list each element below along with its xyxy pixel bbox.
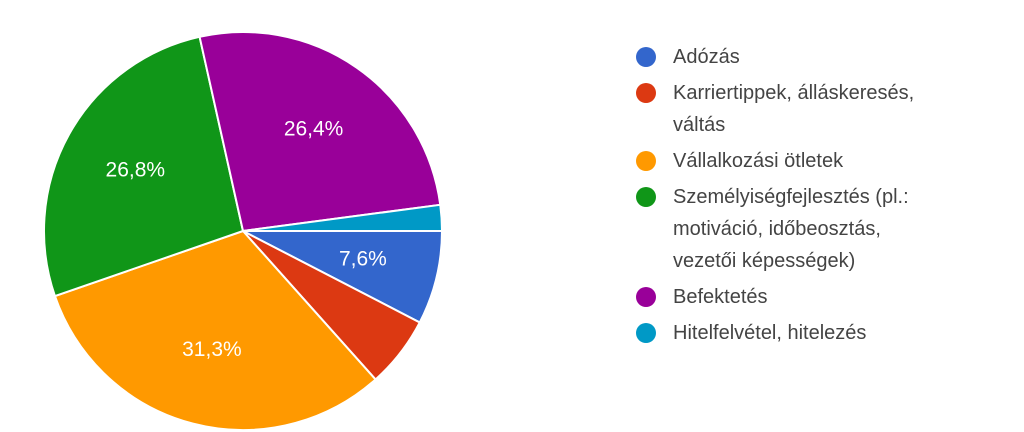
legend-label-line: váltás xyxy=(673,114,726,136)
legend-label-line: Vállalkozási ötletek xyxy=(673,150,844,172)
legend-color-dot xyxy=(636,323,656,343)
legend-label-line: Hitelfelvétel, hitelezés xyxy=(673,322,867,344)
legend-color-dot xyxy=(636,47,656,67)
legend-label-line: Adózás xyxy=(673,46,740,68)
pie-chart: 7,6% 31,3% 26,8% 26,4% xyxy=(43,31,444,431)
legend-item: Személyiségfejlesztés (pl.: motiváció, id… xyxy=(636,181,1016,277)
pie-slice-label-0: 7,6% xyxy=(339,248,387,271)
pie-slice-label-4: 26,4% xyxy=(284,117,344,140)
pie-slice-2 xyxy=(53,229,377,431)
pie-slice-4 xyxy=(198,31,442,233)
legend-item: Karriertippek, álláskeresés, váltás xyxy=(636,77,1016,141)
legend-label-line: Befektetés xyxy=(673,286,768,308)
pie-slice-3 xyxy=(43,35,245,298)
legend-item: Vállalkozási ötletek xyxy=(636,145,1016,177)
legend-label-line: Személyiségfejlesztés (pl.: xyxy=(673,186,909,208)
legend-item: Hitelfelvétel, hitelezés xyxy=(636,317,1016,349)
legend-label: Adózás xyxy=(673,41,740,73)
pie-slice-0 xyxy=(242,230,444,324)
legend-color-dot xyxy=(636,83,656,103)
legend-label-line: vezetői képességek) xyxy=(673,250,856,272)
legend-label: Hitelfelvétel, hitelezés xyxy=(673,317,866,349)
legend-label: Befektetés xyxy=(673,281,768,313)
chart-legend: Adózás Karriertippek, álláskeresés, váltás… xyxy=(636,41,1016,353)
legend-color-dot xyxy=(636,151,656,171)
legend-label: Karriertippek, álláskeresés, váltás xyxy=(673,77,914,141)
legend-item: Adózás xyxy=(636,41,1016,73)
legend-label: Vállalkozási ötletek xyxy=(673,145,843,177)
legend-label: Személyiségfejlesztés (pl.: motiváció, id… xyxy=(673,181,909,277)
legend-item: Befektetés xyxy=(636,281,1016,313)
legend-label-line: motiváció, időbeosztás, xyxy=(673,218,881,240)
legend-label-line: Karriertippek, álláskeresés, xyxy=(673,82,915,104)
pie-slice-5 xyxy=(242,203,444,232)
pie-slice-label-2: 31,3% xyxy=(182,338,242,361)
legend-color-dot xyxy=(636,287,656,307)
legend-color-dot xyxy=(636,187,656,207)
pie-slice-label-3: 26,8% xyxy=(106,158,166,181)
